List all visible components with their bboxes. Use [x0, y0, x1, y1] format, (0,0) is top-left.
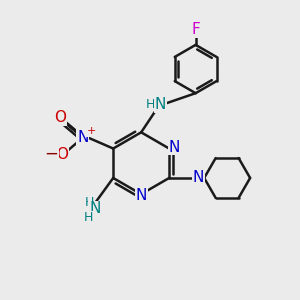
- Text: N: N: [77, 130, 88, 145]
- Text: +: +: [86, 126, 96, 136]
- Text: N: N: [169, 140, 180, 154]
- Text: −: −: [44, 145, 58, 163]
- Text: H: H: [84, 196, 94, 209]
- Text: H: H: [145, 98, 155, 111]
- Text: N: N: [193, 170, 204, 185]
- Text: F: F: [191, 22, 200, 37]
- Text: H: H: [83, 211, 93, 224]
- Text: N: N: [136, 188, 147, 203]
- Text: N: N: [154, 97, 166, 112]
- Text: O: O: [54, 110, 66, 125]
- Text: N: N: [89, 201, 100, 216]
- Text: O: O: [56, 147, 68, 162]
